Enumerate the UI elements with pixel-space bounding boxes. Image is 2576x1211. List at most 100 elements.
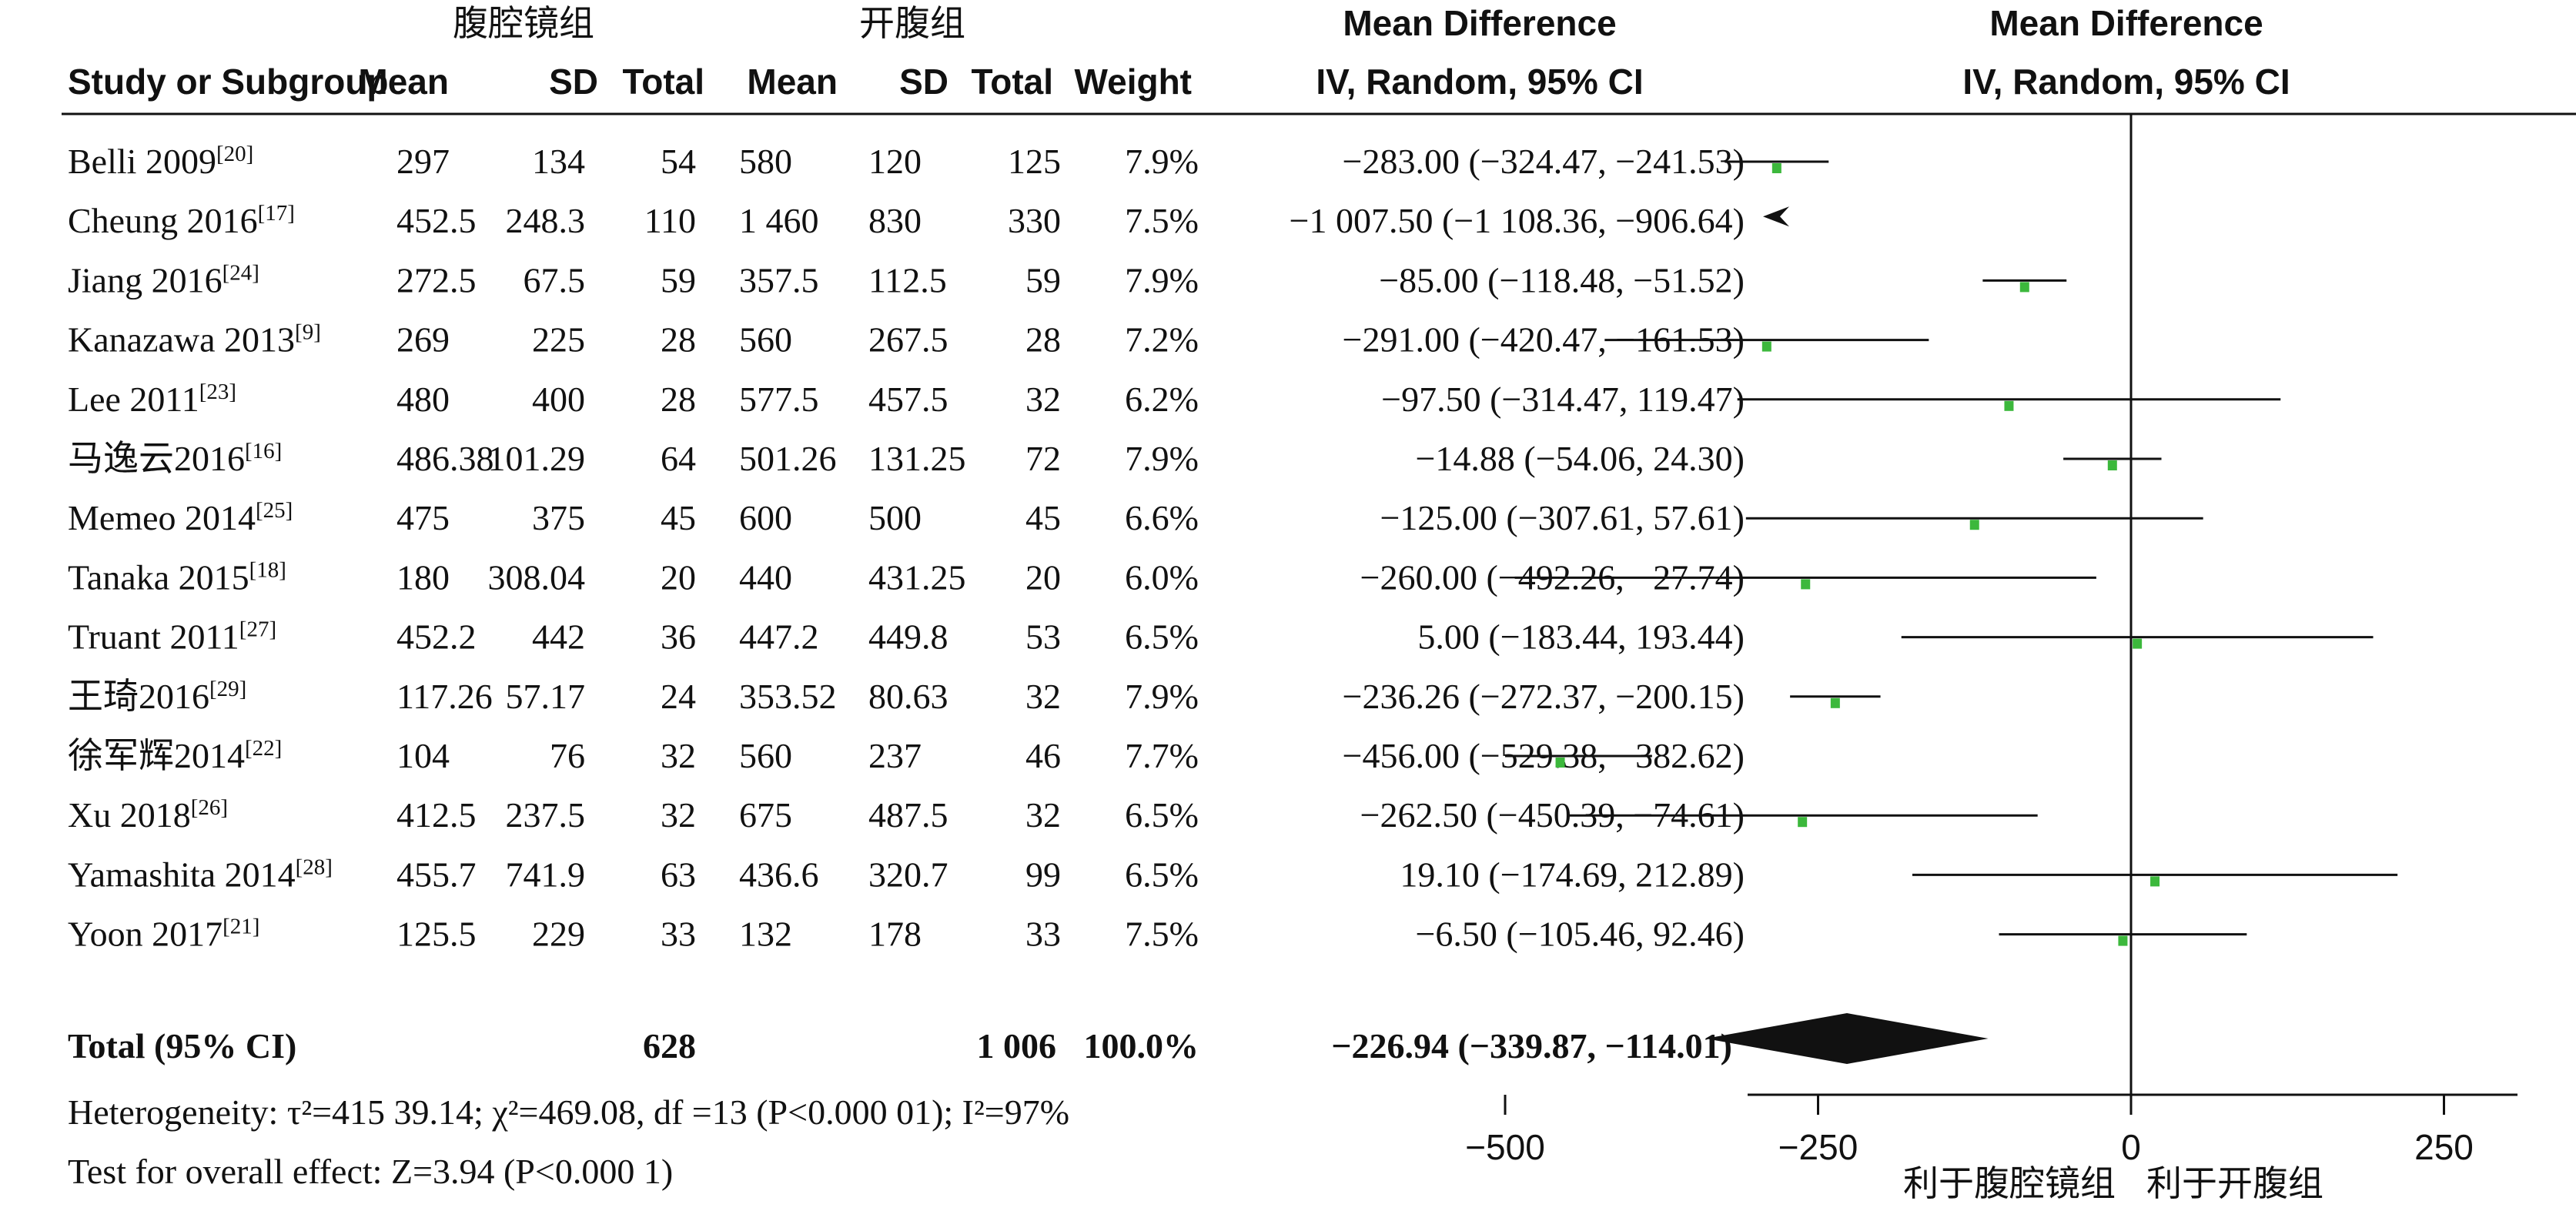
cell-m2: 580 bbox=[739, 142, 792, 181]
study-name: Jiang 2016[24] bbox=[68, 260, 259, 299]
cell-m2: 447.2 bbox=[739, 617, 819, 657]
plot-area: −500−2500250500利于腹腔镜组利于开腹组 bbox=[1465, 114, 2517, 1204]
study-ref: [18] bbox=[249, 557, 286, 582]
cell-sd1: 225 bbox=[532, 320, 585, 360]
cell-m2: 560 bbox=[739, 736, 792, 775]
cell-m1: 297 bbox=[396, 142, 450, 181]
cell-sd1: 375 bbox=[532, 498, 585, 537]
cell-n2: 33 bbox=[1025, 915, 1061, 954]
cell-m1: 104 bbox=[396, 736, 450, 775]
study-name: Memeo 2014[25] bbox=[68, 498, 293, 537]
cell-m1: 475 bbox=[396, 498, 450, 537]
cell-sd2: 500 bbox=[868, 498, 922, 537]
md-method: IV, Random, 95% CI bbox=[1316, 62, 1643, 102]
cell-sd1: 134 bbox=[532, 142, 585, 181]
study-name-text: Kanazawa 2013 bbox=[68, 320, 295, 360]
col-study: Study or Subgroup bbox=[68, 62, 389, 102]
cell-sd1: 101.29 bbox=[488, 439, 586, 478]
group1-label: 腹腔镜组 bbox=[453, 2, 594, 44]
study-name-text: 王琦2016 bbox=[68, 677, 209, 716]
col-mean2: Mean bbox=[747, 62, 838, 102]
cell-n1: 33 bbox=[661, 915, 696, 954]
study-name-text: Memeo 2014 bbox=[68, 498, 256, 537]
cell-ci_text: −14.88 (−54.06, 24.30) bbox=[1415, 439, 1745, 478]
cell-n1: 28 bbox=[661, 380, 696, 419]
cell-weight: 7.7% bbox=[1125, 736, 1199, 775]
total-label: Total (95% CI) bbox=[68, 1026, 296, 1065]
cell-ci_text: 5.00 (−183.44, 193.44) bbox=[1417, 617, 1745, 657]
point-marker bbox=[2004, 400, 2014, 411]
overall-diamond bbox=[1705, 1013, 1989, 1064]
study-ref: [17] bbox=[258, 201, 295, 226]
cell-ci_text: −283.00 (−324.47, −241.53) bbox=[1343, 142, 1745, 181]
point-marker bbox=[2019, 282, 2029, 293]
x-tick-label: −250 bbox=[1778, 1127, 1858, 1167]
cell-m1: 180 bbox=[396, 557, 450, 597]
cell-weight: 6.5% bbox=[1125, 795, 1199, 835]
cell-m2: 501.26 bbox=[739, 439, 837, 478]
study-name-text: 徐军辉2014 bbox=[68, 736, 245, 775]
cell-sd2: 80.63 bbox=[868, 677, 948, 716]
cell-sd1: 248.3 bbox=[506, 201, 586, 240]
cell-weight: 6.2% bbox=[1125, 380, 1199, 419]
cell-m2: 577.5 bbox=[739, 380, 819, 419]
cell-n2: 59 bbox=[1025, 260, 1061, 299]
cell-n2: 53 bbox=[1025, 617, 1061, 657]
cell-n1: 64 bbox=[661, 439, 696, 478]
cell-n2: 28 bbox=[1025, 320, 1061, 360]
study-ref: [27] bbox=[239, 617, 276, 642]
col-weight: Weight bbox=[1075, 62, 1192, 102]
study-name-text: Truant 2011 bbox=[68, 617, 239, 657]
study-name-text: Cheung 2016 bbox=[68, 201, 258, 240]
cell-n2: 45 bbox=[1025, 498, 1061, 537]
cell-n1: 32 bbox=[661, 795, 696, 835]
cell-n2: 99 bbox=[1025, 855, 1061, 894]
cell-m2: 440 bbox=[739, 557, 792, 597]
cell-m2: 436.6 bbox=[739, 855, 819, 894]
cell-m2: 600 bbox=[739, 498, 792, 537]
cell-weight: 7.5% bbox=[1125, 201, 1199, 240]
x-tick-label: 250 bbox=[2414, 1127, 2474, 1167]
cell-n1: 36 bbox=[661, 617, 696, 657]
cell-m1: 452.2 bbox=[396, 617, 477, 657]
cell-n2: 72 bbox=[1025, 439, 1061, 478]
favours-left: 利于腹腔镜组 bbox=[1903, 1162, 2116, 1204]
study-ref: [21] bbox=[222, 915, 259, 939]
point-marker bbox=[1830, 697, 1840, 708]
study-ref: [25] bbox=[256, 498, 293, 523]
cell-n1: 32 bbox=[661, 736, 696, 775]
total-weight: 100.0% bbox=[1084, 1026, 1199, 1065]
study-name: Cheung 2016[17] bbox=[68, 201, 295, 240]
total-n2: 1 006 bbox=[977, 1026, 1057, 1065]
study-name: 马逸云2016[16] bbox=[68, 439, 282, 478]
point-marker bbox=[1798, 817, 1808, 828]
cell-weight: 7.9% bbox=[1125, 677, 1199, 716]
cell-weight: 6.5% bbox=[1125, 855, 1199, 894]
cell-sd1: 442 bbox=[532, 617, 585, 657]
cell-sd2: 320.7 bbox=[868, 855, 948, 894]
cell-sd2: 267.5 bbox=[868, 320, 948, 360]
cell-weight: 6.0% bbox=[1125, 557, 1199, 597]
cell-m1: 125.5 bbox=[396, 915, 477, 954]
study-name-text: Tanaka 2015 bbox=[68, 557, 249, 597]
point-marker bbox=[1555, 758, 1565, 768]
cell-m2: 353.52 bbox=[739, 677, 837, 716]
cell-n2: 330 bbox=[1008, 201, 1061, 240]
cell-m2: 132 bbox=[739, 915, 792, 954]
cell-n2: 125 bbox=[1008, 142, 1061, 181]
point-marker bbox=[2107, 460, 2117, 470]
study-rows: Belli 2009[20] 297 134 54 580 120 125 7.9% −283.… bbox=[68, 142, 1745, 954]
study-name-text: Lee 2011 bbox=[68, 380, 199, 419]
cell-n2: 32 bbox=[1025, 795, 1061, 835]
cell-ci_text: −125.00 (−307.61, 57.61) bbox=[1380, 498, 1745, 537]
cell-weight: 7.5% bbox=[1125, 915, 1199, 954]
cell-ci_text: −1 007.50 (−1 108.36, −906.64) bbox=[1290, 201, 1745, 240]
cell-weight: 6.5% bbox=[1125, 617, 1199, 657]
cell-weight: 7.9% bbox=[1125, 260, 1199, 299]
cell-m1: 269 bbox=[396, 320, 450, 360]
study-name-text: Yoon 2017 bbox=[68, 915, 222, 954]
study-name: 徐军辉2014[22] bbox=[68, 736, 282, 775]
study-name: Xu 2018[26] bbox=[68, 795, 228, 835]
study-name: Belli 2009[20] bbox=[68, 142, 253, 181]
col-mean1: Mean bbox=[358, 62, 449, 102]
